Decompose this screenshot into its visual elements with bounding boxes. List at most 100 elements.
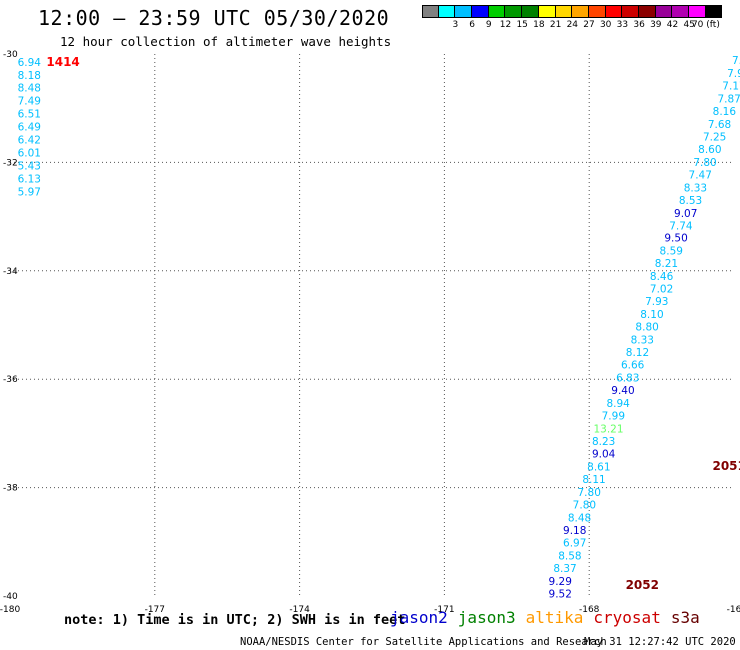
swh-data-label: 8.18 xyxy=(18,70,41,82)
swh-data-label: 8.58 xyxy=(558,550,581,562)
legend-swatches xyxy=(422,5,723,18)
swh-data-label: 6.83 xyxy=(616,373,639,385)
track-time-label: 2052 xyxy=(626,578,659,592)
legend-swatch xyxy=(555,5,573,18)
legend-tick-label: 36 xyxy=(633,20,645,30)
legend-swatch xyxy=(488,5,506,18)
track-time-label: 1414 xyxy=(46,55,79,69)
legend-tick-label: 27 xyxy=(583,20,595,30)
swh-data-label: 6.13 xyxy=(18,174,41,186)
swh-data-label: 6.49 xyxy=(18,122,41,134)
y-tick-label: -38 xyxy=(3,484,18,494)
y-tick-label: -36 xyxy=(3,375,18,385)
swh-data-label: 6.01 xyxy=(18,148,41,160)
swh-data-label: 7.98 xyxy=(727,68,740,80)
swh-data-label: 7.93 xyxy=(645,296,668,308)
satellite-label-jason2: jason2 xyxy=(390,608,448,627)
legend-swatch xyxy=(538,5,556,18)
swh-data-label: 8.46 xyxy=(650,271,674,283)
swh-data-label: 8.53 xyxy=(679,195,702,207)
track-time-label: 2051 xyxy=(712,459,740,473)
legend-tick-label: 45 xyxy=(683,20,695,30)
legend-swatch xyxy=(422,5,439,18)
x-tick-label: -177 xyxy=(145,605,165,615)
legend-swatch xyxy=(438,5,456,18)
swh-data-label: 8.80 xyxy=(635,322,658,334)
legend-tick-label: 33 xyxy=(616,20,629,30)
satellite-label-s3a: s3a xyxy=(670,608,700,627)
swh-data-label: 6.97 xyxy=(563,537,586,549)
legend-tick-label: 30 xyxy=(599,20,612,30)
y-tick-label: -32 xyxy=(3,158,18,168)
swh-data-label: 6.42 xyxy=(18,135,41,147)
swh-data-label: 7.49 xyxy=(18,96,41,108)
swh-data-label: 7.68 xyxy=(708,119,731,131)
legend-ticks: 3 6 9 12 15 18 21 24 27 30 33 36 39 42 45 70 (ft) xyxy=(422,18,723,32)
swh-data-label: 8.33 xyxy=(684,182,707,194)
swh-data-label: 6.94 xyxy=(18,57,42,69)
legend-tick-label: 15 xyxy=(516,20,528,30)
legend-swatch xyxy=(572,5,589,18)
swh-data-label: 13.21 xyxy=(593,424,623,436)
chart-subtitle: 12 hour collection of altimeter wave hei… xyxy=(60,34,392,49)
swh-data-label: 7.74 xyxy=(669,220,693,232)
y-tick-label: -34 xyxy=(3,267,18,277)
swh-data-label: 9.04 xyxy=(592,448,616,460)
x-tick-label: -16 xyxy=(727,605,740,615)
legend-tick-label: 9 xyxy=(485,20,492,30)
legend-swatch xyxy=(588,5,606,18)
x-tick-label: -180 xyxy=(0,605,20,615)
swh-data-label: 7.17 xyxy=(722,80,740,92)
legend-swatch xyxy=(655,5,673,18)
swh-data-label: 9.52 xyxy=(549,588,572,600)
satellite-legend: jason2 jason3 altika cryosat s3a xyxy=(390,608,710,627)
swh-data-label: 8.10 xyxy=(640,309,663,321)
legend-swatch xyxy=(472,5,489,18)
satellite-label-cryosat: cryosat xyxy=(593,608,661,627)
legend-tick-label: 39 xyxy=(650,20,662,30)
legend-tick-label: 3 xyxy=(452,20,459,30)
chart-title: 12:00 – 23:59 UTC 05/30/2020 xyxy=(38,6,390,30)
swh-data-label: 8.16 xyxy=(713,106,737,118)
legend-swatch xyxy=(505,5,523,18)
swh-data-label: 9.29 xyxy=(549,576,572,588)
swh-data-label: 8.48 xyxy=(568,512,591,524)
legend-swatch xyxy=(672,5,689,18)
swh-data-label: 7.50 xyxy=(732,55,740,67)
swh-data-label: 8.94 xyxy=(606,398,630,410)
x-tick-label: -174 xyxy=(289,605,310,615)
swh-data-label: 8.23 xyxy=(592,436,615,448)
swh-data-label: 7.80 xyxy=(578,487,601,499)
legend-swatch xyxy=(705,5,723,18)
swh-data-label: 5.97 xyxy=(18,187,41,199)
swh-data-label: 9.07 xyxy=(674,208,697,220)
swh-data-label: 9.50 xyxy=(664,233,687,245)
x-tick-label: -168 xyxy=(579,605,600,615)
swh-data-label: 7.80 xyxy=(693,157,716,169)
legend-tick-label: 42 xyxy=(666,20,679,30)
swh-data-label: 7.47 xyxy=(689,169,712,181)
legend-tick-label: 18 xyxy=(533,20,545,30)
color-legend: 3 6 9 12 15 18 21 24 27 30 33 36 39 42 45 70 (ft) xyxy=(422,5,723,32)
swh-data-label: 8.59 xyxy=(660,246,683,258)
legend-swatch xyxy=(605,5,623,18)
swh-data-label: 6.66 xyxy=(621,360,645,372)
swh-data-label: 6.51 xyxy=(18,109,41,121)
footer-note: note: 1) Time is in UTC; 2) SWH is in fe… xyxy=(64,612,406,628)
swh-data-label: 8.12 xyxy=(626,347,649,359)
swh-data-label: 9.18 xyxy=(563,525,586,537)
swh-data-label: 7.25 xyxy=(703,131,726,143)
x-tick-label: -171 xyxy=(434,605,454,615)
legend-tick-label: 6 xyxy=(469,20,475,30)
swh-data-label: 8.11 xyxy=(582,474,605,486)
legend-swatch xyxy=(522,5,539,18)
y-tick-label: -40 xyxy=(3,592,18,602)
y-tick-label: -30 xyxy=(3,50,18,60)
swh-data-label: 8.37 xyxy=(553,563,576,575)
swh-data-label: 7.99 xyxy=(602,411,625,423)
legend-swatch xyxy=(455,5,473,18)
swh-data-label: 8.60 xyxy=(698,144,721,156)
swh-data-label: 8.61 xyxy=(587,461,610,473)
footer-credit: NOAA/NESDIS Center for Satellite Applica… xyxy=(240,636,607,648)
